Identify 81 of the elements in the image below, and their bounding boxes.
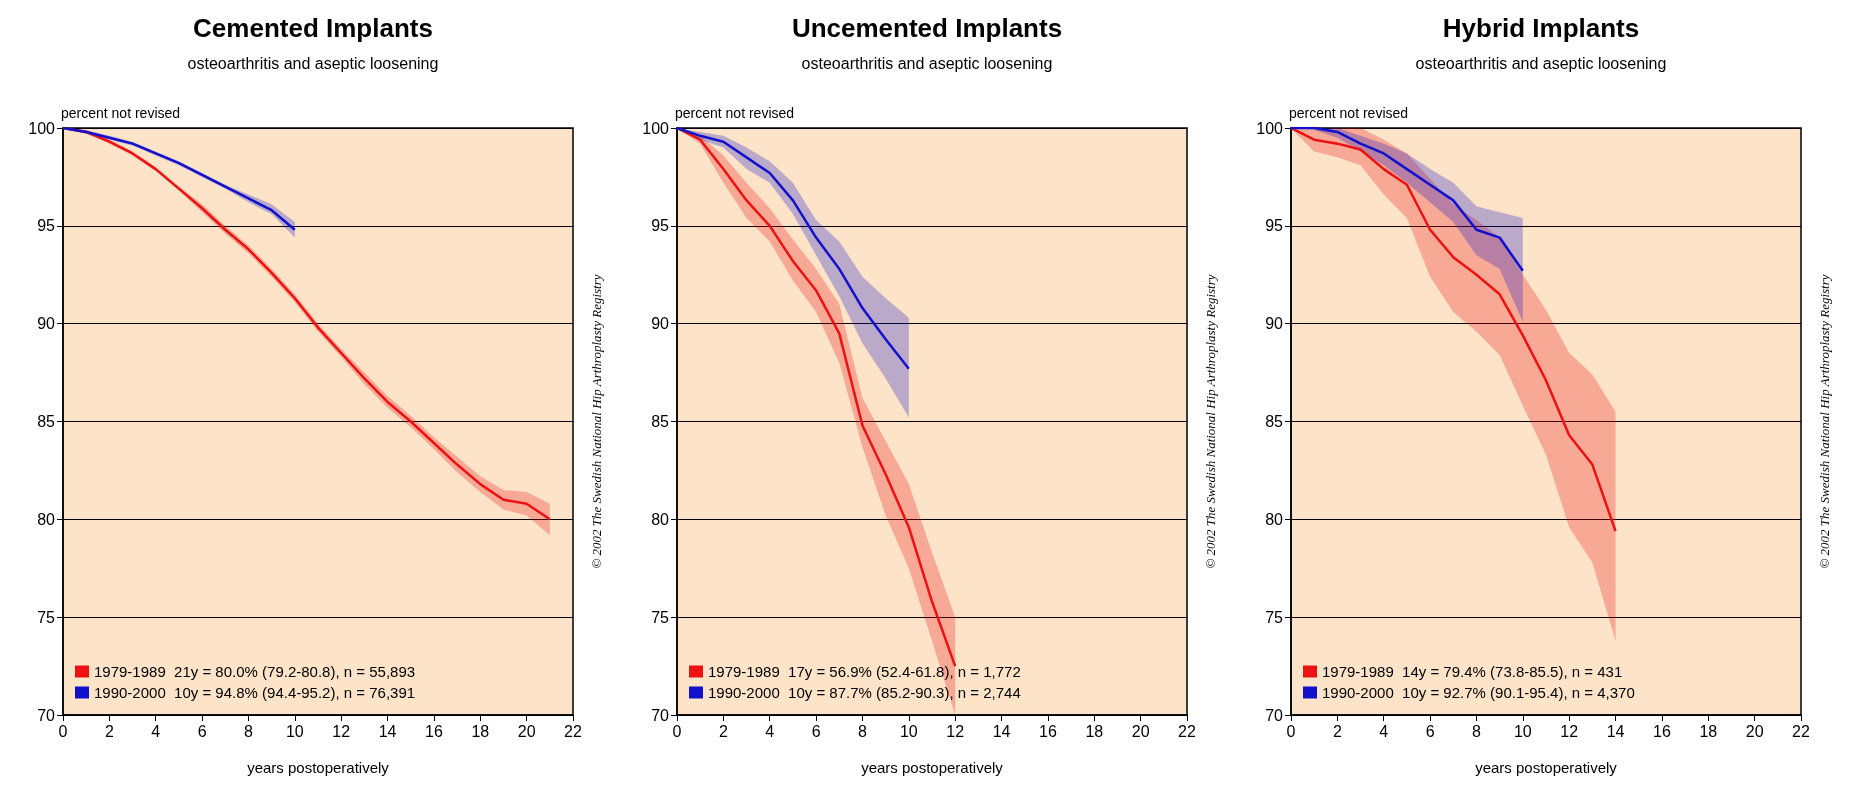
y-tick-label: 85 [651, 413, 670, 430]
x-tick-label: 14 [378, 722, 397, 740]
x-tick-label: 12 [946, 722, 965, 740]
y-tick-label: 80 [651, 510, 670, 528]
x-tick-label: 10 [1513, 722, 1532, 740]
y-tick-label: 90 [651, 315, 670, 333]
x-tick-label: 2 [718, 722, 728, 740]
chart-subtitle: osteoarthritis and aseptic loosening [187, 54, 439, 72]
chart-title: Uncemented Implants [791, 13, 1063, 43]
x-tick-label: 4 [765, 722, 775, 740]
text: © 2002 The Swedish National Hip Arthroplasty Registry [588, 274, 604, 569]
x-tick-label: 10 [899, 722, 918, 740]
y-tick-label: 90 [1265, 315, 1284, 333]
x-axis-title: years postoperatively [861, 759, 1004, 776]
chart-subtitle: osteoarthritis and aseptic loosening [801, 54, 1053, 72]
x-tick-label: 16 [1653, 722, 1671, 740]
y-tick-label: 70 [1265, 706, 1284, 724]
y-tick-label: 100 [1256, 119, 1284, 137]
y-tick-label: 70 [651, 706, 670, 724]
y-tick-label: 95 [651, 217, 670, 235]
x-tick-label: 6 [1425, 722, 1435, 740]
legend-label: 1990-2000 10y = 87.7% (85.2-90.3), n = 2,744 [708, 684, 1021, 701]
x-tick-label: 12 [1560, 722, 1579, 740]
y-tick-label: 75 [1265, 608, 1284, 626]
y-tick-label: 75 [651, 608, 670, 626]
line-series [675, 126, 911, 370]
y-tick-label: 100 [642, 119, 670, 137]
line-series [1289, 126, 1617, 533]
y-axis-title: percent not revised [61, 105, 181, 121]
y-tick-label: 95 [1265, 217, 1284, 235]
y-tick-label: 80 [1265, 510, 1284, 528]
x-tick-label: 16 [1039, 722, 1057, 740]
chart-subtitle: osteoarthritis and aseptic loosening [1415, 54, 1667, 72]
y-tick-label: 75 [37, 608, 56, 626]
legend-label: 1979-1989 17y = 56.9% (52.4-61.8), n = 1,772 [708, 663, 1021, 680]
y-axis-title: percent not revised [675, 105, 795, 121]
chart-title: Hybrid Implants [1442, 13, 1640, 43]
x-tick-label: 4 [1379, 722, 1389, 740]
y-axis-title: percent not revised [1289, 105, 1409, 121]
x-tick-label: 16 [425, 722, 443, 740]
y-tick-label: 70 [37, 706, 56, 724]
y-tick-label: 100 [28, 119, 56, 137]
text: © 2002 The Swedish National Hip Arthroplasty Registry [1202, 274, 1218, 569]
x-tick-label: 10 [285, 722, 304, 740]
x-tick-label: 22 [1792, 722, 1810, 740]
legend-label: 1979-1989 14y = 79.4% (73.8-85.5), n = 431 [1322, 663, 1623, 680]
x-tick-label: 6 [811, 722, 821, 740]
x-tick-label: 4 [151, 722, 161, 740]
x-tick-label: 22 [564, 722, 582, 740]
x-tick-label: 20 [517, 722, 536, 740]
x-tick-label: 22 [1178, 722, 1196, 740]
x-tick-label: 14 [992, 722, 1011, 740]
line-series [1289, 126, 1525, 273]
x-tick-label: 18 [471, 722, 490, 740]
y-tick-label: 85 [37, 413, 56, 430]
y-tick-label: 90 [37, 315, 56, 333]
x-tick-label: 12 [332, 722, 351, 740]
y-tick-label: 85 [1265, 413, 1284, 430]
x-tick-label: 2 [104, 722, 114, 740]
x-tick-label: 14 [1606, 722, 1625, 740]
y-tick-label: 95 [37, 217, 56, 235]
x-tick-label: 20 [1131, 722, 1150, 740]
x-tick-label: 20 [1745, 722, 1764, 740]
y-tick-label: 80 [37, 510, 56, 528]
legend-label: 1990-2000 10y = 94.8% (94.4-95.2), n = 76,391 [94, 684, 416, 701]
x-tick-label: 18 [1085, 722, 1104, 740]
legend-label: 1979-1989 21y = 80.0% (79.2-80.8), n = 55,893 [94, 663, 416, 680]
x-tick-label: 8 [858, 722, 867, 740]
text: © 2002 The Swedish National Hip Arthroplasty Registry [1816, 274, 1832, 569]
x-axis-title: years postoperatively [247, 759, 390, 776]
x-tick-label: 6 [197, 722, 207, 740]
x-tick-label: 2 [1332, 722, 1342, 740]
x-tick-label: 0 [58, 722, 68, 740]
x-tick-label: 8 [1472, 722, 1481, 740]
x-tick-label: 0 [1286, 722, 1296, 740]
legend-label: 1990-2000 10y = 92.7% (90.1-95.4), n = 4,370 [1322, 684, 1635, 701]
x-tick-label: 18 [1699, 722, 1718, 740]
x-tick-label: 8 [244, 722, 253, 740]
x-tick-label: 0 [672, 722, 682, 740]
x-axis-title: years postoperatively [1475, 759, 1618, 776]
chart-title: Cemented Implants [193, 13, 433, 43]
